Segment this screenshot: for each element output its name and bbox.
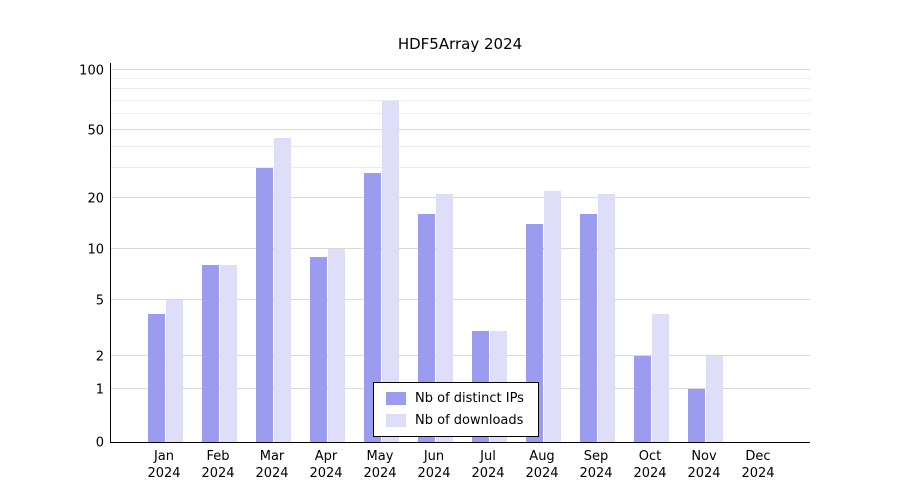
legend-swatch-downloads bbox=[386, 414, 406, 427]
y-tick-label: 2 bbox=[95, 349, 104, 365]
x-tick-label-jan: Jan 2024 bbox=[147, 449, 181, 481]
y-tick-label: 0 bbox=[95, 435, 104, 451]
x-tick-label-feb: Feb 2024 bbox=[201, 449, 235, 481]
y-tick-label: 100 bbox=[79, 63, 104, 79]
legend-item-downloads: Nb of downloads bbox=[386, 413, 524, 428]
x-tick-label-sep: Sep 2024 bbox=[579, 449, 613, 481]
bar-sep-downloads bbox=[598, 194, 615, 442]
bar-feb-downloads bbox=[220, 265, 237, 442]
gridline-minor bbox=[111, 166, 810, 168]
y-tick-label: 20 bbox=[87, 191, 104, 207]
bar-jan-distinct-ips bbox=[148, 313, 165, 442]
gridline-minor bbox=[111, 113, 810, 115]
bar-apr-distinct-ips bbox=[310, 256, 327, 442]
gridline bbox=[111, 299, 810, 300]
bar-jan-downloads bbox=[166, 300, 183, 442]
plot-area: Nb of distinct IPs Nb of downloads bbox=[110, 63, 810, 443]
bar-may-distinct-ips bbox=[364, 173, 381, 442]
gridline bbox=[111, 69, 810, 70]
gridline bbox=[111, 197, 810, 198]
bar-mar-distinct-ips bbox=[256, 167, 273, 442]
bar-sep-distinct-ips bbox=[580, 214, 597, 442]
legend-label-downloads: Nb of downloads bbox=[415, 413, 524, 428]
x-tick-label-nov: Nov 2024 bbox=[687, 449, 721, 481]
x-tick-label-may: May 2024 bbox=[363, 449, 397, 481]
x-tick-label-dec: Dec 2024 bbox=[741, 449, 775, 481]
bar-feb-distinct-ips bbox=[202, 265, 219, 442]
bar-aug-downloads bbox=[544, 190, 561, 442]
y-tick-label: 5 bbox=[95, 293, 104, 309]
x-tick-label-jul: Jul 2024 bbox=[471, 449, 505, 481]
x-tick-label-oct: Oct 2024 bbox=[633, 449, 667, 481]
gridline bbox=[111, 355, 810, 356]
bar-oct-downloads bbox=[652, 313, 669, 442]
bar-may-downloads bbox=[382, 100, 399, 442]
legend-swatch-distinct-ips bbox=[386, 392, 406, 405]
gridline-minor bbox=[111, 99, 810, 101]
legend: Nb of distinct IPs Nb of downloads bbox=[373, 382, 539, 437]
bar-nov-downloads bbox=[706, 356, 723, 442]
gridline-minor bbox=[111, 88, 810, 90]
bar-oct-distinct-ips bbox=[634, 356, 651, 442]
bar-apr-downloads bbox=[328, 249, 345, 442]
chart-title: HDF5Array 2024 bbox=[397, 35, 523, 53]
x-tick-label-apr: Apr 2024 bbox=[309, 449, 343, 481]
x-tick-label-jun: Jun 2024 bbox=[417, 449, 451, 481]
y-tick-label: 50 bbox=[87, 123, 104, 139]
x-tick-label-aug: Aug 2024 bbox=[525, 449, 559, 481]
bar-mar-downloads bbox=[274, 137, 291, 442]
legend-label-distinct-ips: Nb of distinct IPs bbox=[415, 391, 524, 406]
y-tick-label: 1 bbox=[95, 382, 104, 398]
gridline bbox=[111, 129, 810, 130]
y-tick-label: 10 bbox=[87, 242, 104, 258]
legend-item-distinct-ips: Nb of distinct IPs bbox=[386, 391, 524, 406]
bar-jun-downloads bbox=[436, 194, 453, 442]
gridline-minor bbox=[111, 145, 810, 147]
bar-nov-distinct-ips bbox=[688, 389, 705, 442]
x-tick-label-mar: Mar 2024 bbox=[255, 449, 289, 481]
gridline-minor bbox=[111, 78, 810, 80]
gridline bbox=[111, 248, 810, 249]
